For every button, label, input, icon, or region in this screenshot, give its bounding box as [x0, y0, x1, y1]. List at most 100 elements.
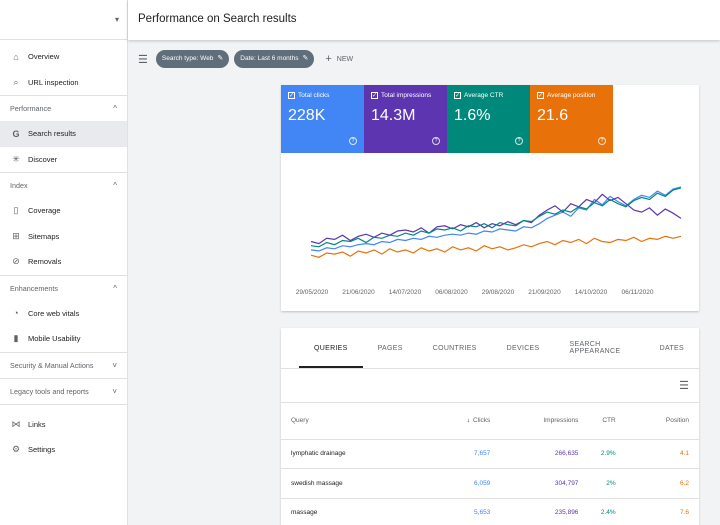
x-tick-label: 14/10/2020	[575, 289, 608, 296]
sidebar-item-label: Mobile Usability	[28, 334, 81, 344]
sidebar-item-removals[interactable]: ⊘ Removals	[0, 249, 127, 275]
edit-icon[interactable]: ✎	[217, 55, 224, 62]
metric-tile-average-position[interactable]: ✓ Average position 21.6?	[530, 85, 613, 153]
help-icon[interactable]: ?	[349, 137, 357, 145]
position-cell: 4.1	[615, 439, 699, 469]
sidebar-section-performance[interactable]: Performance ^	[0, 95, 127, 121]
column-header-clicks[interactable]: ↓ Clicks	[431, 403, 491, 440]
chevron-down-icon[interactable]: ▾	[114, 15, 119, 24]
metric-tile-average-ctr[interactable]: ✓ Average CTR 1.6%?	[447, 85, 530, 153]
x-tick-label: 29/08/2020	[482, 289, 515, 296]
x-tick-label: 06/11/2020	[621, 289, 653, 296]
date-range-chip[interactable]: Date: Last 6 months ✎	[234, 50, 315, 68]
search-type-chip[interactable]: Search type: Web ✎	[155, 50, 230, 68]
ctr-cell: 2.9%	[578, 439, 616, 469]
table-row[interactable]: swedish massage 6,059 304,797 2% 6.2	[281, 468, 699, 499]
gear-icon: ⚙	[11, 444, 21, 455]
tab-search-appearance[interactable]: SEARCH APPEARANCE	[569, 341, 621, 355]
column-header-position[interactable]: Position	[615, 403, 699, 440]
chevron-icon: ^	[113, 181, 117, 190]
x-tick-label: 21/09/2020	[528, 289, 561, 296]
impressions-cell: 235,896	[490, 498, 579, 525]
metric-label: ✓ Average CTR	[454, 92, 504, 99]
performance-card: ✓ Total clicks 228K? ✓ Total impressions 14.3…	[281, 85, 699, 311]
checkbox-icon[interactable]: ✓	[371, 92, 378, 99]
x-tick-label: 06/08/2020	[435, 289, 468, 296]
metric-tile-total-clicks[interactable]: ✓ Total clicks 228K?	[281, 85, 364, 153]
google-g-icon: G	[12, 128, 20, 139]
checkbox-icon[interactable]: ✓	[288, 92, 295, 99]
sidebar-item-sitemaps[interactable]: ⊞ Sitemaps	[0, 224, 127, 250]
sidebar-item-overview[interactable]: ⌂ Overview	[0, 44, 127, 70]
sidebar-item-links[interactable]: ⋈ Links	[0, 412, 127, 438]
sidebar-section-index[interactable]: Index ^	[0, 172, 127, 198]
section-title: Index	[10, 181, 28, 190]
filter-rows-icon[interactable]: ☰	[679, 380, 689, 392]
sidebar-item-mobile-usability[interactable]: ▮ Mobile Usability	[0, 326, 127, 352]
metric-value: 228K	[288, 107, 326, 124]
property-selector[interactable]: ▾	[0, 0, 127, 40]
sidebar-item-search-results[interactable]: G Search results	[0, 121, 127, 147]
section-title: Enhancements	[10, 283, 58, 293]
metric-value: 1.6%	[454, 107, 491, 124]
clicks-cell: 7,657	[431, 439, 491, 469]
dimension-tabs: QUERIES PAGES COUNTRIES DEVICES SEARCH APPEA…	[281, 328, 699, 369]
new-filter-button[interactable]: + NEW	[325, 53, 354, 65]
query-cell: lymphatic drainage	[281, 439, 431, 469]
help-icon[interactable]: ?	[515, 137, 523, 145]
chevron-icon: ˅	[112, 386, 117, 396]
column-header-query[interactable]: Query	[281, 403, 431, 440]
impressions-cell: 266,635	[490, 439, 579, 469]
table-row[interactable]: lymphatic drainage 7,657 266,635 2.9% 4.1	[281, 439, 699, 469]
sidebar-item-label: Sitemaps	[28, 231, 60, 241]
tab-dates[interactable]: DATES	[659, 344, 684, 352]
query-cell: massage	[281, 498, 431, 525]
page-header: Performance on Search results	[128, 0, 720, 40]
tab-countries[interactable]: COUNTRIES	[432, 344, 477, 352]
table-toolbar: ☰	[281, 369, 699, 403]
sidebar-item-label: Settings	[28, 445, 56, 455]
edit-icon[interactable]: ✎	[302, 55, 309, 62]
metric-tiles: ✓ Total clicks 228K? ✓ Total impressions 14.3…	[281, 85, 699, 153]
help-icon[interactable]: ?	[432, 137, 440, 145]
query-cell: swedish massage	[281, 468, 431, 499]
chevron-icon: ˅	[112, 360, 117, 370]
metric-value: 14.3M	[371, 107, 416, 124]
queries-table-card: QUERIES PAGES COUNTRIES DEVICES SEARCH APPEA…	[281, 328, 699, 525]
x-tick-label: 21/06/2020	[342, 289, 375, 296]
sidebar-section-legacy-tools-and-reports[interactable]: Legacy tools and reports ˅	[0, 377, 127, 404]
sidebar-item-core-web-vitals[interactable]: ◔ Core web vitals	[0, 301, 127, 327]
sidebar-section-security-manual-actions[interactable]: Security & Manual Actions ˅	[0, 351, 127, 378]
sidebar-section-enhancements[interactable]: Enhancements ^	[0, 274, 127, 301]
sidebar-item-settings[interactable]: ⚙ Settings	[0, 437, 127, 463]
clicks-cell: 5,653	[431, 498, 491, 525]
filter-icon[interactable]: ☰	[138, 53, 148, 66]
column-header-impressions[interactable]: Impressions	[490, 403, 579, 440]
chart-series-line-1	[310, 193, 682, 245]
tab-pages[interactable]: PAGES	[377, 344, 403, 352]
sidebar-item-label: URL inspection	[28, 77, 79, 87]
table-row[interactable]: massage 5,653 235,896 2.4% 7.6	[281, 498, 699, 525]
sidebar-item-coverage[interactable]: ▯ Coverage	[0, 198, 127, 224]
sidebar-item-discover[interactable]: ✳ Discover	[0, 147, 127, 173]
metric-label: ✓ Total clicks	[288, 92, 330, 99]
sidebar-item-label: Removals	[28, 257, 62, 267]
sidebar: ▾ ⌂ Overview ⌕ URL inspection Performance ^ G S…	[0, 0, 128, 525]
checkbox-icon[interactable]: ✓	[454, 92, 461, 99]
tab-devices[interactable]: DEVICES	[506, 344, 540, 352]
sidebar-item-label: Overview	[28, 52, 60, 62]
gauge-icon: ◔	[13, 308, 19, 319]
checkbox-icon[interactable]: ✓	[537, 92, 544, 99]
sidebar-item-url-inspection[interactable]: ⌕ URL inspection	[0, 70, 127, 96]
chevron-icon: ^	[113, 283, 117, 293]
chip-label: Search type: Web	[161, 55, 214, 62]
section-title: Performance	[10, 104, 52, 113]
position-cell: 7.6	[615, 498, 699, 525]
tab-queries[interactable]: QUERIES	[299, 328, 363, 368]
page-title: Performance on Search results	[138, 13, 297, 25]
column-header-ctr[interactable]: CTR	[578, 403, 616, 440]
sidebar-item-label: Discover	[28, 154, 58, 164]
help-icon[interactable]: ?	[598, 137, 606, 145]
ctr-cell: 2.4%	[578, 498, 616, 525]
metric-tile-total-impressions[interactable]: ✓ Total impressions 14.3M?	[364, 85, 447, 153]
